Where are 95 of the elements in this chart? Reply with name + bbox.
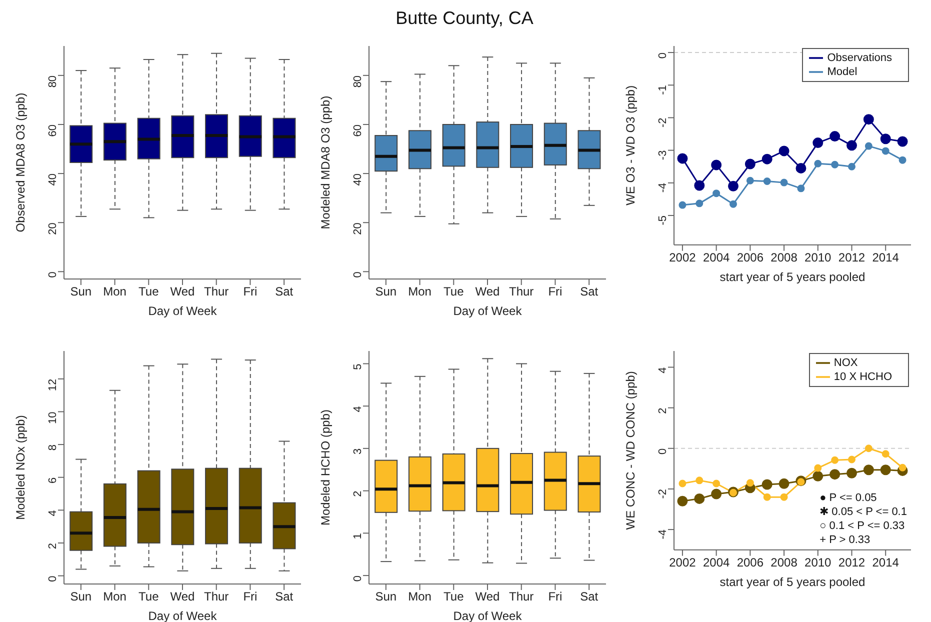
x-axis-title: start year of 5 years pooled: [720, 270, 866, 284]
x-tick-label: Sat: [580, 590, 599, 604]
y-tick-label: 4: [46, 510, 59, 516]
y-tick-label: 5: [352, 364, 364, 370]
x-tick-label: Tue: [444, 284, 464, 299]
x-tick-label: 2012: [838, 555, 866, 570]
x-tick-label: Wed: [475, 590, 500, 604]
y-tick-label: 4: [656, 367, 669, 374]
x-tick-label: 2004: [702, 555, 730, 570]
x-tick-label: 2010: [804, 555, 832, 570]
annotation: + P > 0.33: [820, 533, 872, 547]
x-tick-label: Tue: [138, 590, 160, 604]
y-tick-label: 0: [656, 52, 669, 59]
x-axis-title: Day of Week: [453, 304, 523, 318]
x-tick-label: 2006: [736, 250, 764, 264]
y-tick-label: 10: [46, 412, 59, 424]
x-tick-label: 2008: [770, 250, 798, 264]
x-tick-label: Fri: [548, 284, 562, 299]
y-axis-title: WE CONC - WD CONC (ppb): [623, 371, 638, 530]
x-tick-label: Mon: [103, 590, 126, 604]
x-tick-label: 2008: [770, 555, 798, 570]
y-tick-label: 20: [46, 222, 59, 235]
y-tick-label: -4: [656, 182, 669, 193]
annotation: ✱ 0.05 < P <= 0.1: [820, 505, 907, 519]
y-tick-label: 6: [46, 477, 59, 484]
x-tick-label: Thur: [509, 590, 534, 604]
y-tick-label: 20: [352, 222, 364, 235]
x-tick-label: 2012: [838, 250, 866, 264]
y-tick-label: 40: [352, 174, 364, 186]
y-tick-label: 0: [46, 576, 59, 582]
x-tick-label: 2002: [669, 250, 696, 264]
x-tick-label: 2002: [669, 555, 696, 570]
y-tick-label: 2: [46, 542, 59, 550]
y-tick-label: 8: [46, 444, 59, 451]
x-tick-label: Wed: [170, 590, 195, 604]
y-axis-title: Modeled HCHO (ppb): [318, 409, 332, 526]
y-tick-label: 0: [656, 448, 669, 455]
x-tick-label: Sat: [275, 284, 294, 299]
y-tick-label: 60: [46, 124, 59, 137]
y-tick-label: 0: [46, 272, 59, 278]
y-axis-title: WE O3 - WD O3 (ppb): [623, 85, 638, 206]
y-tick-label: -2: [656, 488, 669, 499]
x-tick-label: 2004: [702, 250, 730, 264]
x-tick-label: Sun: [70, 590, 92, 604]
x-tick-label: Mon: [103, 284, 126, 299]
x-tick-label: Sun: [70, 284, 92, 299]
x-tick-label: Tue: [444, 590, 464, 604]
x-tick-label: Fri: [548, 590, 562, 604]
annotation: ○ 0.1 < P <= 0.33: [820, 519, 906, 533]
chart-title: Butte County, CA: [394, 8, 534, 30]
y-tick-label: 2: [352, 490, 364, 497]
y-axis-title: Modeled NOx (ppb): [13, 415, 28, 520]
legend-label: Model: [827, 66, 858, 78]
legend-label: NOX: [834, 357, 858, 369]
x-tick-label: Fri: [243, 284, 258, 299]
y-tick-label: -1: [656, 85, 669, 95]
y-tick-label: 0: [352, 576, 364, 582]
x-tick-label: 2006: [736, 555, 764, 570]
y-tick-label: 40: [46, 174, 59, 186]
y-axis-title: Modeled MDA8 O3 (ppb): [318, 96, 332, 230]
x-tick-label: Wed: [170, 284, 195, 299]
y-tick-label: 60: [352, 124, 364, 137]
legend-label: 10 X HCHO: [834, 371, 892, 384]
y-tick-label: 4: [352, 406, 364, 412]
x-axis-title: Day of Week: [148, 304, 218, 318]
x-tick-label: Sun: [375, 284, 397, 299]
y-tick-label: 1: [352, 533, 364, 540]
x-tick-label: Thur: [204, 590, 229, 604]
y-tick-label: 2: [656, 408, 669, 414]
y-tick-label: 80: [352, 75, 364, 88]
y-tick-label: 3: [352, 448, 364, 455]
y-tick-label: 12: [46, 378, 59, 392]
x-tick-label: Thur: [509, 284, 534, 299]
y-axis-title: Observed MDA8 O3 (ppb): [13, 92, 28, 232]
x-tick-label: Sat: [275, 590, 294, 604]
y-tick-label: -3: [656, 150, 669, 160]
y-tick-label: -5: [656, 215, 669, 226]
x-tick-label: Thur: [204, 284, 229, 299]
x-tick-label: Mon: [408, 284, 432, 299]
y-tick-label: -2: [656, 118, 669, 128]
x-tick-label: 2010: [804, 250, 832, 264]
x-tick-label: 2014: [872, 250, 900, 264]
x-axis-title: start year of 5 years pooled: [720, 574, 866, 589]
x-tick-label: Sun: [375, 590, 397, 604]
x-tick-label: Mon: [408, 590, 432, 604]
x-tick-label: Wed: [475, 284, 500, 299]
y-tick-label: -4: [656, 530, 669, 540]
y-tick-label: 0: [352, 272, 364, 278]
annotation: ● P <= 0.05: [820, 491, 878, 505]
x-tick-label: 2014: [872, 555, 900, 570]
x-tick-label: Tue: [138, 284, 160, 299]
x-tick-label: Fri: [243, 590, 258, 604]
legend-label: Observations: [827, 52, 892, 64]
x-tick-label: Sat: [580, 284, 599, 299]
y-tick-label: 80: [46, 75, 59, 88]
